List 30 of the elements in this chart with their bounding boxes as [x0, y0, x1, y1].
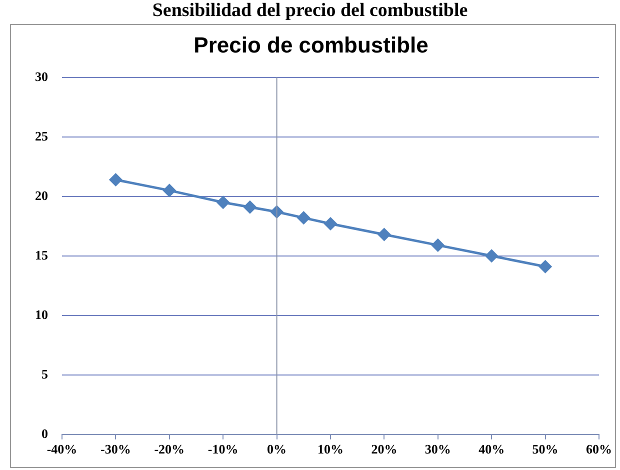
y-tick-label: 25 — [35, 128, 48, 144]
y-tick-label: 10 — [35, 306, 48, 322]
text: Sensibilidad del precio del combustible — [151, 0, 469, 22]
x-tick-label: 20% — [371, 442, 398, 457]
x-tick-label: 40% — [478, 442, 505, 457]
x-tick-label: -30% — [100, 442, 131, 457]
x-tick-label: -20% — [154, 442, 185, 457]
point — [378, 228, 390, 241]
point — [539, 260, 552, 273]
point — [216, 196, 230, 209]
x-tick-label: 30% — [424, 442, 451, 457]
x-tick-label: -40% — [46, 442, 78, 457]
point — [324, 218, 337, 230]
x-tick-label: 0% — [267, 442, 287, 457]
y-tick-label: 5 — [42, 366, 48, 382]
y-tick-label: 0 — [42, 426, 48, 441]
x-tick-label: -10% — [208, 442, 238, 457]
point — [485, 250, 498, 262]
point — [432, 238, 444, 252]
x-tick-label: 50% — [532, 442, 558, 457]
x-tick-label: 60% — [586, 442, 612, 457]
y-tick-label: 15 — [35, 247, 48, 262]
y-tick-label: 20 — [35, 188, 48, 203]
x-tick-label: 10% — [318, 442, 344, 457]
point — [297, 212, 310, 224]
y-tick-label: 30 — [35, 68, 48, 84]
point — [109, 173, 122, 186]
point — [163, 184, 176, 197]
point — [244, 200, 256, 214]
chart-title: Precio de combustible — [194, 32, 428, 58]
